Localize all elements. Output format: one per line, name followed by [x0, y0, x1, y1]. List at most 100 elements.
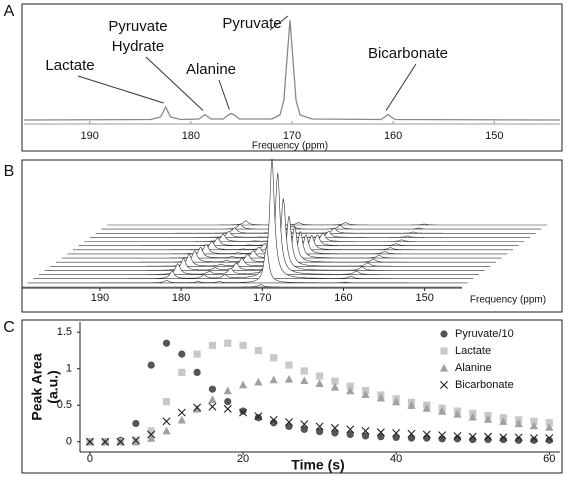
data-point: [208, 402, 217, 411]
spectrum-trace: [107, 220, 547, 226]
data-point: [300, 367, 308, 375]
data-point: [101, 437, 110, 446]
data-point: [545, 423, 554, 431]
data-point: [239, 341, 247, 349]
legend-label: Bicarbonate: [455, 379, 514, 391]
data-point: [545, 419, 553, 427]
annotation: Alanine: [186, 61, 236, 78]
y-tick-label: 1.5: [57, 326, 72, 338]
panel-frame: [21, 3, 563, 152]
data-point: [499, 417, 508, 425]
panel-label: A: [4, 3, 15, 20]
spectrum-trace: [95, 227, 536, 234]
spectrum-line: [23, 19, 561, 121]
annotation: Pyruvate: [222, 15, 281, 32]
data-point: [162, 398, 171, 406]
data-point: [254, 346, 262, 355]
data-point: [377, 433, 385, 441]
data-point: [147, 434, 156, 442]
data-point: [178, 368, 186, 376]
data-point: [484, 432, 493, 441]
data-point: [545, 436, 553, 444]
data-point: [514, 433, 523, 442]
data-point: [361, 426, 370, 435]
data-point: [530, 417, 538, 425]
x-tick-label: 180: [172, 292, 190, 304]
data-point: [300, 376, 309, 385]
data-point: [300, 420, 309, 429]
data-point: [193, 404, 202, 413]
data-point: [330, 382, 340, 391]
data-point: [315, 422, 324, 431]
data-point: [254, 414, 262, 422]
data-point: [285, 422, 293, 431]
data-point: [132, 419, 140, 428]
data-point: [468, 412, 477, 421]
x-axis-label: Time (s): [291, 457, 344, 473]
y-tick-label: 0: [66, 436, 72, 448]
x-tick-label: 180: [182, 130, 200, 142]
data-point: [315, 379, 324, 387]
data-point: [499, 433, 508, 442]
data-point: [330, 423, 339, 432]
data-point: [284, 374, 294, 383]
data-point: [162, 426, 171, 435]
data-point: [423, 434, 431, 442]
data-point: [316, 427, 324, 436]
spectrum-trace: [27, 245, 468, 284]
data-point: [270, 354, 278, 362]
data-point: [147, 430, 156, 439]
y-axis-label: (a.u.): [45, 370, 61, 403]
legend-label: Lactate: [455, 345, 491, 357]
data-point: [131, 437, 140, 446]
data-point: [392, 429, 401, 437]
data-point: [331, 377, 339, 385]
data-point: [407, 434, 416, 442]
data-point: [285, 361, 293, 369]
x-tick-label: 20: [237, 453, 249, 465]
data-point: [254, 377, 263, 386]
data-point: [254, 412, 263, 421]
data-point: [208, 341, 217, 349]
annotation: Pyruvate: [108, 18, 167, 35]
data-point: [376, 393, 385, 402]
data-point: [346, 430, 354, 439]
annotation: Lactate: [45, 57, 94, 74]
leader-line: [385, 63, 417, 111]
data-point: [499, 435, 507, 444]
data-point: [346, 382, 354, 390]
panel-frame: [21, 159, 563, 313]
data-point: [223, 404, 232, 413]
panel-label: C: [3, 319, 15, 336]
data-point: [545, 434, 554, 443]
legend-marker: [440, 381, 448, 389]
data-point: [177, 408, 186, 417]
legend-label: Pyruvate/10: [455, 328, 514, 340]
annotation: Bicarbonate: [368, 45, 448, 62]
x-tick-label: 170: [253, 292, 271, 304]
data-point: [147, 361, 155, 369]
y-tick-label: 0.5: [57, 399, 72, 411]
data-point: [178, 350, 186, 358]
x-axis-label: Frequency (ppm): [470, 295, 546, 306]
x-tick-label: 160: [334, 292, 352, 304]
legend-marker: [440, 347, 448, 355]
data-point: [208, 385, 217, 393]
data-point: [224, 339, 232, 347]
data-point: [177, 415, 186, 424]
data-point: [422, 404, 431, 412]
data-point: [392, 397, 401, 406]
panel-frame: [21, 319, 563, 474]
data-point: [316, 372, 324, 380]
data-point: [529, 421, 539, 430]
data-point: [239, 407, 247, 415]
data-point: [193, 403, 202, 412]
data-point: [346, 386, 355, 395]
leader-line: [218, 79, 230, 110]
spectrum-trace: [33, 158, 474, 279]
data-point: [407, 429, 416, 438]
x-tick-label: 150: [415, 292, 433, 304]
legend-label: Alanine: [455, 362, 492, 374]
leader-line: [145, 56, 204, 111]
data-point: [269, 375, 278, 384]
